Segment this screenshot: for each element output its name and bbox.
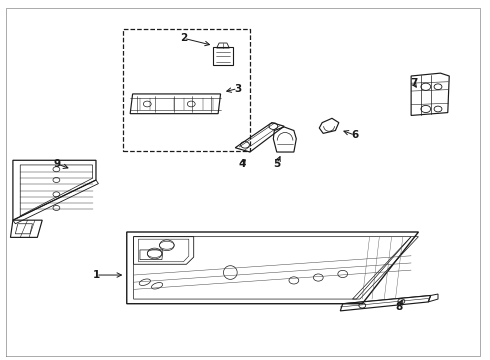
Text: 6: 6 [351, 130, 359, 140]
Text: 7: 7 [410, 78, 417, 88]
Text: 4: 4 [239, 159, 246, 169]
Text: 9: 9 [53, 159, 60, 169]
Text: 3: 3 [234, 84, 241, 94]
Text: 2: 2 [180, 33, 188, 43]
Text: 8: 8 [395, 302, 403, 312]
Text: 5: 5 [273, 159, 280, 169]
Text: 1: 1 [92, 270, 99, 280]
